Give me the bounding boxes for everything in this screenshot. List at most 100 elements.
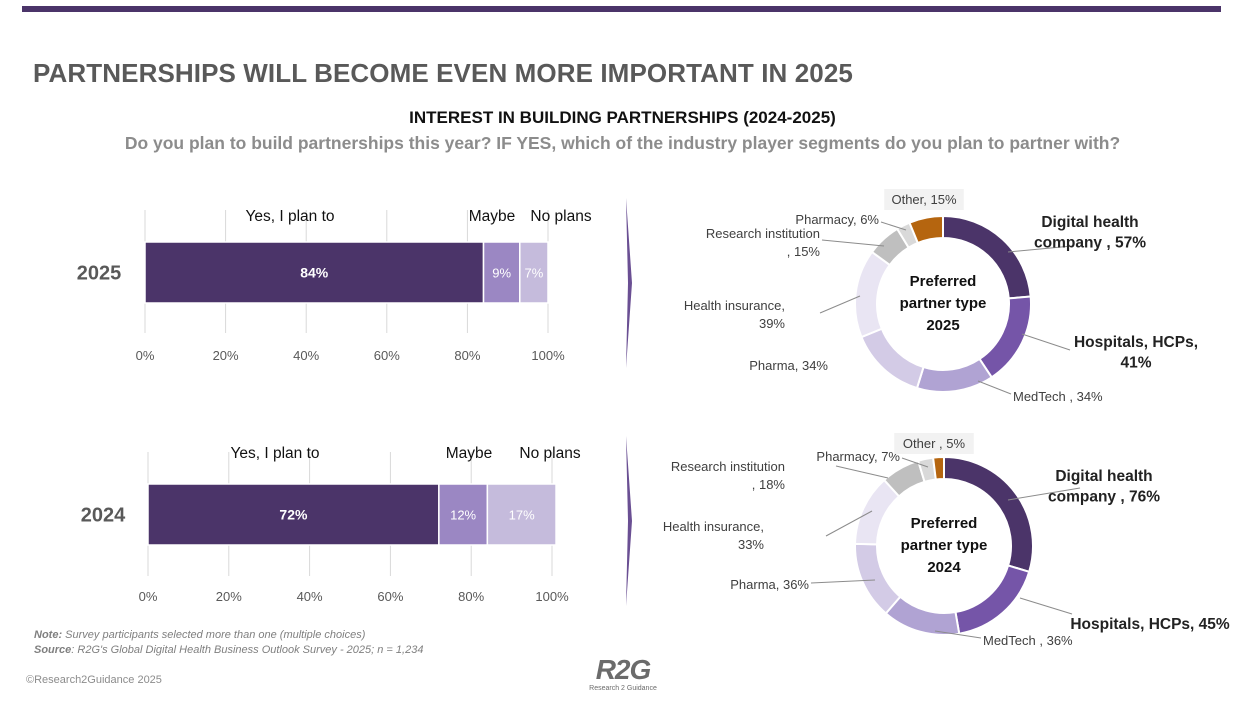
leader-line bbox=[810, 579, 876, 584]
donut-slice-label: , 18% bbox=[752, 477, 786, 492]
bar-value-label: 9% bbox=[492, 266, 511, 281]
donut-slice-label: Health insurance, bbox=[663, 519, 764, 534]
leader-line bbox=[825, 510, 873, 537]
source-label: Source bbox=[34, 644, 72, 656]
leader-line bbox=[835, 465, 889, 479]
donut-slice bbox=[854, 250, 892, 339]
leader-line bbox=[901, 457, 929, 468]
r2g-logo: R2G Research 2 Guidance bbox=[588, 656, 658, 693]
chart-subtitle: INTEREST IN BUILDING PARTNERSHIPS (2024-… bbox=[409, 108, 836, 127]
donut-slice-label: Pharmacy, 6% bbox=[795, 212, 879, 227]
x-tick-label: 80% bbox=[454, 348, 480, 363]
x-tick-label: 80% bbox=[458, 589, 484, 604]
donut-slice-label: Health insurance, bbox=[684, 298, 785, 313]
x-tick-label: 100% bbox=[531, 348, 565, 363]
x-tick-label: 40% bbox=[293, 348, 319, 363]
donut-center-label: partner type bbox=[901, 537, 988, 554]
bar-segment bbox=[144, 241, 485, 304]
bar-value-label: 84% bbox=[300, 265, 329, 281]
donut-slice bbox=[954, 564, 1031, 635]
donut-slice-label: 39% bbox=[759, 316, 785, 331]
leader-line bbox=[934, 630, 982, 639]
bar-series-label: Yes, I plan to bbox=[245, 208, 334, 225]
donut-slice bbox=[978, 295, 1032, 379]
x-tick-label: 100% bbox=[535, 589, 569, 604]
donut-slice-label: Other , 5% bbox=[903, 436, 966, 451]
donut-slice-label: Hospitals, HCPs, bbox=[1074, 334, 1198, 351]
section-arrow bbox=[626, 436, 632, 606]
donut-slice-label: 33% bbox=[738, 537, 764, 552]
bar-category-label: 2024 bbox=[81, 505, 126, 527]
bar-value-label: 17% bbox=[509, 508, 535, 523]
donut-slice-label: MedTech , 34% bbox=[1013, 389, 1103, 404]
donut-slice-label: MedTech , 36% bbox=[983, 633, 1073, 648]
bar-series-label: No plans bbox=[519, 445, 580, 462]
x-tick-label: 0% bbox=[139, 589, 158, 604]
note-text: Survey participants selected more than o… bbox=[62, 629, 366, 641]
donut-slice bbox=[931, 455, 945, 481]
donut-slice bbox=[915, 357, 994, 393]
donut-slice bbox=[884, 595, 961, 636]
donut-center-label: partner type bbox=[900, 295, 987, 312]
label-box bbox=[894, 433, 974, 454]
bar-segment bbox=[482, 241, 521, 304]
source-line: Source: R2G's Global Digital Health Busi… bbox=[34, 643, 423, 658]
leader-line bbox=[819, 295, 861, 314]
bar-series-label: No plans bbox=[530, 208, 591, 225]
bar-segment bbox=[147, 483, 440, 546]
page-title: PARTNERSHIPS WILL BECOME EVEN MORE IMPOR… bbox=[33, 58, 853, 88]
bar-segment bbox=[438, 483, 489, 546]
section-arrow bbox=[626, 198, 632, 368]
donut-slice-label: Pharma, 34% bbox=[749, 358, 828, 373]
donut-center-label: Preferred bbox=[910, 273, 977, 290]
donut-slice-label: 41% bbox=[1120, 355, 1151, 372]
donut-slice-label: , 15% bbox=[787, 244, 821, 259]
donut-slice-label: Research institution bbox=[706, 226, 820, 241]
label-box bbox=[884, 189, 964, 210]
donut-slice-label: company , 76% bbox=[1048, 489, 1160, 506]
donut-center-label: 2024 bbox=[927, 559, 961, 576]
leader-line bbox=[1007, 487, 1081, 501]
x-tick-label: 20% bbox=[216, 589, 242, 604]
donut-slice-label: company , 57% bbox=[1034, 235, 1146, 252]
bar-segment bbox=[519, 241, 549, 304]
donut-slice-label: Pharmacy, 7% bbox=[816, 449, 900, 464]
donut-slice bbox=[908, 214, 944, 245]
leader-line bbox=[1007, 245, 1073, 253]
x-tick-label: 0% bbox=[136, 348, 155, 363]
bar-series-label: Maybe bbox=[446, 445, 493, 462]
logo-mark: R2G bbox=[595, 654, 652, 685]
donut-slice bbox=[860, 327, 925, 390]
x-tick-label: 40% bbox=[297, 589, 323, 604]
leader-line bbox=[1021, 333, 1071, 351]
donut-slice-label: Research institution bbox=[671, 459, 785, 474]
leader-line bbox=[1019, 597, 1073, 615]
bar-segment bbox=[486, 483, 557, 546]
donut-slice bbox=[854, 542, 902, 615]
logo-subtitle: Research 2 Guidance bbox=[589, 685, 657, 692]
donut-slice-label: Digital health bbox=[1055, 468, 1152, 485]
x-tick-label: 20% bbox=[213, 348, 239, 363]
leader-line bbox=[977, 380, 1012, 395]
bar-value-label: 12% bbox=[450, 508, 476, 523]
note-label: Note: bbox=[34, 629, 63, 641]
donut-slice-label: Pharma, 36% bbox=[730, 577, 809, 592]
footnote: Note: Survey participants selected more … bbox=[34, 628, 423, 658]
source-text: : R2G's Global Digital Health Business O… bbox=[71, 644, 424, 656]
bar-series-label: Maybe bbox=[469, 208, 516, 225]
bar-value-label: 7% bbox=[524, 266, 543, 281]
note-line: Note: Survey participants selected more … bbox=[34, 628, 423, 643]
x-tick-label: 60% bbox=[374, 348, 400, 363]
leader-line bbox=[821, 239, 885, 247]
leader-line bbox=[880, 221, 907, 231]
donut-slice-label: Hospitals, HCPs, 45% bbox=[1070, 616, 1230, 633]
donut-center-label: 2025 bbox=[926, 317, 959, 334]
bar-value-label: 72% bbox=[279, 507, 308, 523]
copyright: ©Research2Guidance 2025 bbox=[26, 674, 162, 686]
x-tick-label: 60% bbox=[377, 589, 403, 604]
top-accent-bar bbox=[22, 6, 1221, 12]
donut-slice-label: Digital health bbox=[1041, 214, 1138, 231]
donut-center-label: Preferred bbox=[911, 515, 978, 532]
survey-question: Do you plan to build partnerships this y… bbox=[124, 133, 1121, 153]
